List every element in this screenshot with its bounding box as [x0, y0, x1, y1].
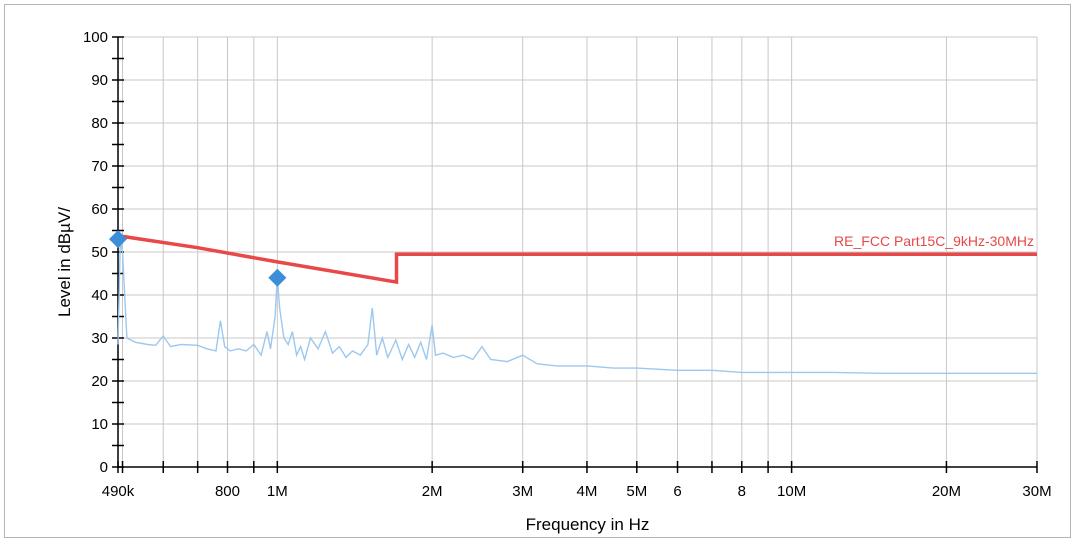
- x-tick-label: 2M: [422, 483, 443, 500]
- chart-frame: [4, 4, 1071, 538]
- y-tick-label: 70: [91, 158, 108, 175]
- x-tick-label: 20M: [932, 483, 961, 500]
- x-tick-label: 5M: [626, 483, 647, 500]
- y-tick-label: 0: [100, 459, 108, 476]
- y-tick-label: 10: [91, 416, 108, 433]
- x-tick-label: 4M: [577, 483, 598, 500]
- x-axis-title: Frequency in Hz: [526, 515, 650, 534]
- x-tick-label: 6: [673, 483, 681, 500]
- x-tick-label: 10M: [777, 483, 806, 500]
- grid: [117, 36, 1038, 468]
- y-tick-labels: 0 10 20 30 40 50 60 70 80 90 100: [83, 29, 108, 476]
- x-tick-label: 1M: [267, 483, 288, 500]
- peak-marker: [268, 268, 287, 287]
- x-tick-labels: 490k 800 1M 2M 3M 4M 5M 6 8 10M 20M 30M: [102, 483, 1052, 500]
- y-axis-title: Level in dBµV/: [55, 207, 74, 317]
- peak-marker: [109, 230, 127, 249]
- limit-line: [117, 233, 1037, 285]
- y-tick-label: 30: [91, 330, 108, 347]
- y-tick-label: 50: [91, 244, 108, 261]
- x-tick-label: 800: [215, 483, 240, 500]
- measurement-trace: [117, 241, 1037, 374]
- y-tick-label: 100: [83, 29, 108, 46]
- y-tick-label: 60: [91, 201, 108, 218]
- x-tick-label: 3M: [512, 483, 533, 500]
- series: [117, 233, 1037, 374]
- limit-line-label: RE_FCC Part15C_9kHz-30MHz: [834, 233, 1034, 249]
- y-tick-label: 90: [91, 72, 108, 89]
- y-tick-label: 80: [91, 115, 108, 132]
- x-tick-label: 8: [738, 483, 746, 500]
- x-tick-label: 30M: [1022, 483, 1051, 500]
- y-tick-label: 40: [91, 287, 108, 304]
- y-tick-label: 20: [91, 373, 108, 390]
- peak-markers: [109, 230, 287, 287]
- x-tick-label: 490k: [102, 483, 135, 500]
